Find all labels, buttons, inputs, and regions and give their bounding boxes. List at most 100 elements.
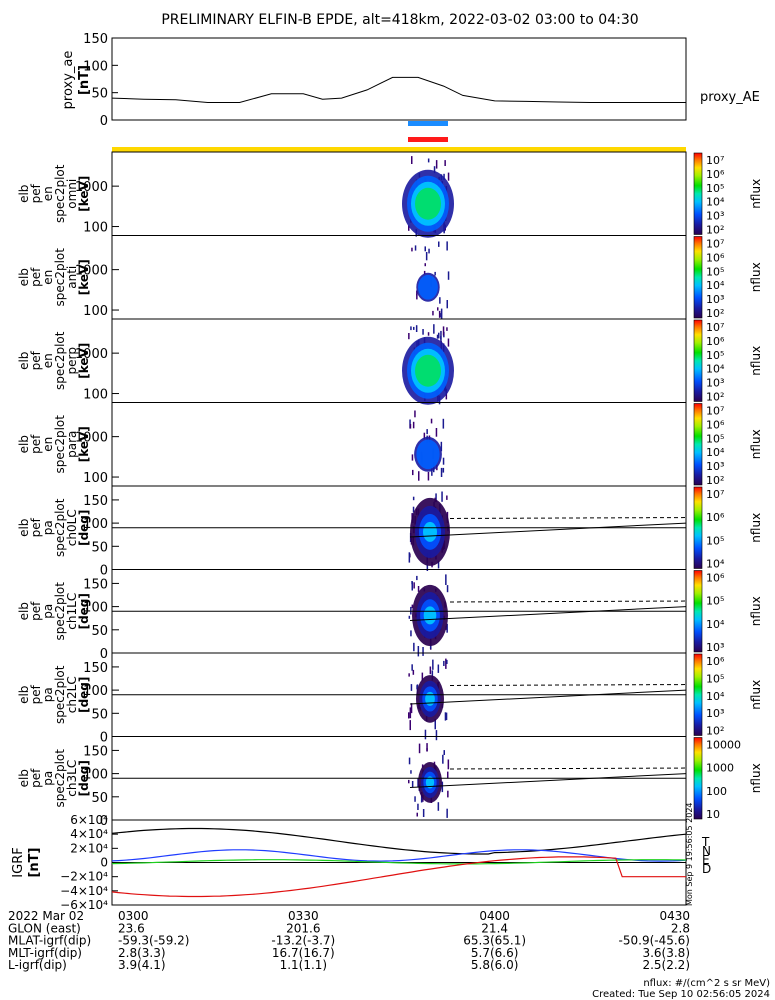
spectrum-streak <box>414 796 416 802</box>
created-timestamp: Created: Tue Sep 10 02:56:05 2024 <box>592 989 770 1000</box>
footer-value: 2.8(3.3) <box>118 946 166 960</box>
pa-ytick-label: 100 <box>83 601 108 616</box>
spectrum-streak <box>427 332 430 336</box>
pa-ytick-label: 50 <box>91 624 108 639</box>
footer-value: 2.8 <box>671 921 690 935</box>
footer-value: 16.7(16.7) <box>272 946 335 960</box>
colorbar-tick-label: 10⁴ <box>706 279 725 292</box>
spectrum-streak <box>427 472 430 481</box>
spectrum-streak <box>440 335 442 340</box>
spectrum-streak <box>421 764 424 768</box>
pa-core <box>425 776 435 789</box>
footer-value: 65.3(65.1) <box>463 934 526 948</box>
ae-ytick-label: 0 <box>100 114 108 129</box>
proxy-ae-legend: proxy_AE <box>700 90 760 105</box>
spectrum-streak <box>426 429 428 435</box>
ae-ylabel: proxy_ae <box>61 51 76 110</box>
pa-ytick-label: 0 <box>100 647 108 662</box>
spectrum-streak <box>442 754 444 764</box>
panel-ylabel-line: elb <box>17 268 31 286</box>
colorbar <box>693 653 703 736</box>
panel-ylabel-line: ch0LC <box>65 509 79 546</box>
footer-row-label: 2022 Mar 02 <box>8 909 84 923</box>
igrf-legend-t: T <box>701 835 710 849</box>
spectrum-streak <box>422 809 425 817</box>
anti-loss-cone-line <box>449 767 687 770</box>
igrf-ylabel: IGRF <box>11 847 26 877</box>
energy-ytick-label: 100 <box>83 388 108 403</box>
igrf-e-line <box>111 859 687 865</box>
spectrum-streak <box>418 743 421 754</box>
panel-ylabel-line: ch2LC <box>65 676 79 713</box>
colorbar-tick-label: 10³ <box>706 377 724 390</box>
colorbar-tick-label: 10⁶ <box>706 511 725 524</box>
colorbar <box>693 319 703 402</box>
anti-loss-cone-line <box>449 600 687 603</box>
panel-ylabel-line: elb <box>17 602 31 620</box>
igrf-ytick-label: 2×10⁴ <box>70 841 108 855</box>
colorbar-tick-label: 10⁴ <box>706 196 725 209</box>
colorbar-label: nflux <box>749 763 763 793</box>
energy-ytick-label: 1000 <box>75 180 108 195</box>
spectrum-streak <box>422 329 424 335</box>
footer-value: -13.2(-3.7) <box>271 934 335 948</box>
colorbar-tick-label: 10⁷ <box>706 321 724 334</box>
colorbar-tick-label: 10000 <box>706 739 741 752</box>
pa-ytick-label: 150 <box>83 494 108 509</box>
footer-value: 201.6 <box>286 921 320 935</box>
spectrum-streak <box>411 581 413 585</box>
loss-cone-line <box>409 606 687 622</box>
footer-row-label: MLT-igrf(dip) <box>8 946 82 960</box>
energy-ytick-label: 1000 <box>75 264 108 279</box>
colorbar-tick-label: 10⁶ <box>706 418 725 431</box>
spectrum-streak <box>441 781 444 793</box>
pa-ytick-label: 0 <box>100 564 108 579</box>
panel-ylabel-line: pa <box>41 687 55 702</box>
colorbar-tick-label: 10³ <box>706 707 724 720</box>
spectrum-streak <box>409 707 412 719</box>
anti-loss-cone-line <box>449 517 687 519</box>
panel-ylabel-line: pa <box>41 520 55 535</box>
colorbar <box>693 737 703 820</box>
spectrum-streak <box>447 771 449 779</box>
spectrum-streak <box>437 307 439 311</box>
spectrum-streak <box>442 326 445 336</box>
colorbar-tick-label: 10³ <box>706 210 724 223</box>
spectrum-streak <box>410 606 412 615</box>
igrf-legend-e: E <box>702 853 710 867</box>
spectrum-streak <box>412 469 414 476</box>
igrf-legend-d: D <box>702 862 711 876</box>
spectrum-streak <box>437 664 440 673</box>
colorbar-tick-label: 10⁵ <box>706 534 724 547</box>
spectrum-streak <box>426 564 429 571</box>
footer-value: 1.1(1.1) <box>280 958 328 972</box>
spectrum-streak <box>408 712 410 719</box>
colorbar-tick-label: 10⁴ <box>706 618 725 631</box>
colorbar-label: nflux <box>749 596 763 626</box>
spectrum-streak <box>440 467 443 477</box>
panel-frame <box>111 318 687 403</box>
spectrum-streak <box>424 246 426 252</box>
spectrum-streak <box>428 248 430 254</box>
spectrum-streak <box>443 750 445 755</box>
spectrum-streak <box>446 241 448 251</box>
panel-ylabel-line: en <box>41 353 55 368</box>
spectrum-streak <box>410 770 412 774</box>
spectrum-streak <box>411 454 414 461</box>
footer-value: 3.9(4.1) <box>118 958 166 972</box>
panel-ylabel-line: elb <box>17 519 31 537</box>
spectrum-streak <box>432 659 434 670</box>
spectrum-streak <box>437 560 440 569</box>
panel-ylabel-line: elb <box>17 686 31 704</box>
anti-loss-cone-line <box>449 684 687 686</box>
spectrum-streak <box>408 673 410 677</box>
spectrum-streak <box>446 808 448 818</box>
panel-ylabel-line: [deg] <box>77 760 91 796</box>
igrf-n-line <box>111 849 687 862</box>
spectrum-core <box>416 439 440 470</box>
spectrum-streak <box>434 271 436 276</box>
panel-ylabel-line: spec2plot <box>53 164 67 223</box>
spectrum-streak <box>413 582 415 589</box>
colorbar-tick-label: 10⁵ <box>706 349 724 362</box>
pa-core <box>423 606 437 625</box>
